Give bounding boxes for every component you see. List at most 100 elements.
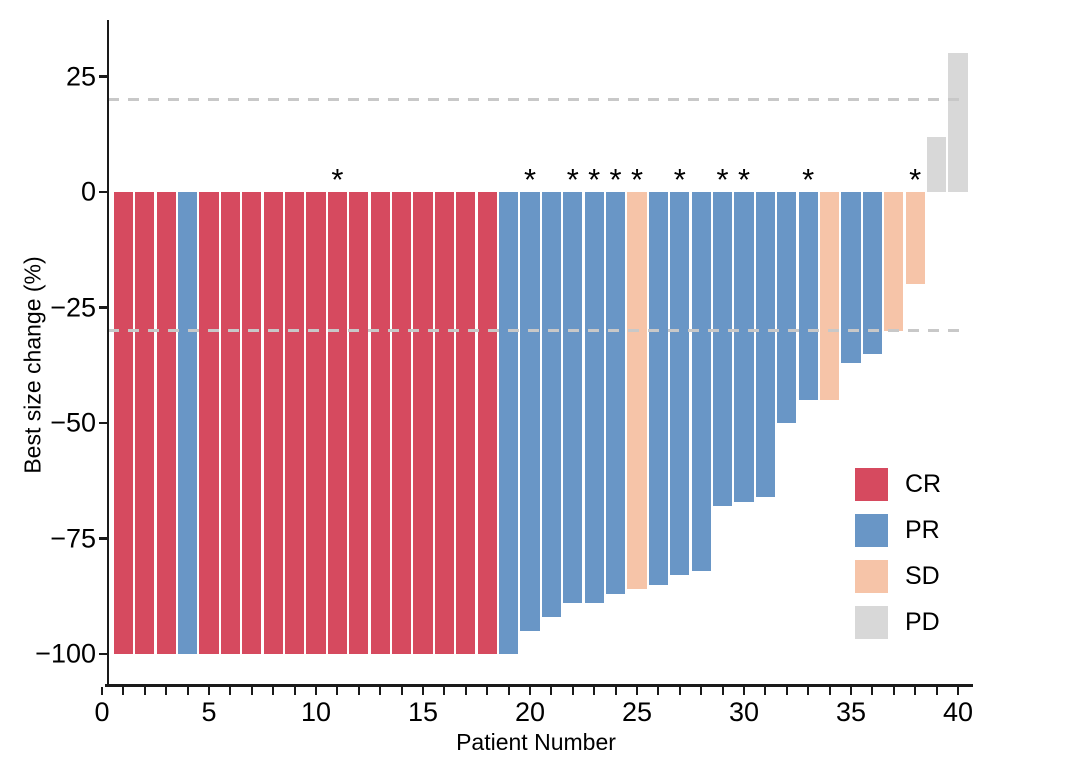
x-tick-label: 35	[835, 697, 867, 727]
x-tick-label: 15	[407, 697, 439, 727]
legend-swatch-sd	[855, 560, 888, 593]
bar	[263, 192, 283, 654]
bar	[798, 192, 818, 400]
bar	[306, 192, 326, 654]
x-tick-label: 0	[94, 697, 110, 727]
bar	[456, 192, 476, 654]
x-tick	[486, 686, 489, 695]
bar	[392, 192, 412, 654]
x-tick	[807, 686, 810, 695]
x-tick-label: 25	[621, 697, 653, 727]
x-tick	[421, 686, 425, 695]
bar	[670, 192, 690, 576]
legend-item-cr: CR	[855, 468, 941, 501]
legend-label: SD	[905, 562, 940, 590]
legend-label: PD	[905, 608, 940, 636]
x-tick	[443, 686, 446, 695]
x-tick-label: 5	[201, 697, 217, 727]
legend-item-pr: PR	[855, 514, 941, 547]
bar	[777, 192, 797, 423]
significance-asterisk: *	[716, 162, 729, 197]
x-tick	[785, 686, 788, 695]
bar	[327, 192, 347, 654]
bar	[755, 192, 775, 497]
bar	[156, 192, 176, 654]
x-tick	[764, 686, 767, 695]
legend-swatch-cr	[855, 468, 888, 501]
bar	[905, 192, 925, 285]
x-tick	[100, 686, 104, 695]
significance-asterisk: *	[630, 162, 644, 197]
x-tick-label: 10	[300, 697, 332, 727]
bar	[135, 192, 155, 654]
bar	[370, 192, 390, 654]
bar	[520, 192, 540, 631]
x-tick	[314, 686, 318, 695]
x-tick	[721, 686, 724, 695]
bar	[606, 192, 626, 594]
significance-asterisk: *	[909, 162, 922, 197]
x-tick	[614, 686, 617, 695]
x-tick-label: 30	[728, 697, 760, 727]
significance-asterisk: *	[566, 162, 579, 197]
bar	[927, 136, 947, 192]
y-tick	[98, 421, 107, 425]
bar	[841, 192, 861, 363]
bar	[220, 192, 240, 654]
x-tick	[678, 686, 681, 695]
x-tick	[700, 686, 703, 695]
bar	[349, 192, 369, 654]
y-tick-label: −75	[50, 523, 96, 553]
x-tick	[122, 686, 125, 695]
x-tick-label: 20	[514, 697, 546, 727]
bar	[113, 192, 133, 654]
x-tick	[593, 686, 596, 695]
reference-line-upper	[108, 97, 965, 102]
x-axis-line	[105, 684, 973, 687]
x-tick	[828, 686, 831, 695]
y-tick-label: −100	[35, 638, 96, 669]
bar	[884, 192, 904, 331]
bar	[413, 192, 433, 654]
y-tick-label: 25	[65, 61, 96, 91]
x-tick	[186, 686, 189, 695]
x-tick	[507, 686, 510, 695]
bar	[691, 192, 711, 571]
significance-asterisk: *	[737, 162, 751, 197]
x-tick	[935, 686, 938, 695]
x-tick	[272, 686, 275, 695]
x-tick	[229, 686, 232, 695]
bar	[627, 192, 647, 590]
legend-item-pd: PD	[855, 606, 941, 639]
bar	[734, 192, 754, 502]
x-tick	[635, 686, 639, 695]
x-tick	[293, 686, 296, 695]
y-tick-label: 0	[80, 176, 96, 207]
x-tick	[956, 686, 960, 695]
x-tick	[165, 686, 168, 695]
x-tick	[250, 686, 253, 695]
y-tick	[98, 75, 107, 78]
bar	[713, 192, 733, 507]
legend-item-sd: SD	[855, 560, 941, 593]
bar	[178, 192, 198, 654]
legend-label: CR	[905, 470, 942, 498]
x-tick	[550, 686, 553, 695]
y-axis-line	[106, 20, 110, 686]
bar	[820, 192, 840, 400]
x-tick	[657, 686, 660, 695]
y-tick-label: −50	[50, 407, 96, 438]
x-tick	[207, 686, 211, 695]
bar	[862, 192, 882, 354]
x-tick	[892, 686, 895, 695]
legend: CR PR SD PD	[855, 468, 941, 652]
legend-swatch-pd	[855, 606, 888, 639]
bar	[199, 192, 219, 654]
bar	[285, 192, 305, 654]
x-tick	[742, 686, 746, 695]
x-tick	[379, 686, 382, 695]
bar	[499, 192, 519, 654]
x-tick	[357, 686, 360, 695]
y-tick	[98, 652, 107, 656]
